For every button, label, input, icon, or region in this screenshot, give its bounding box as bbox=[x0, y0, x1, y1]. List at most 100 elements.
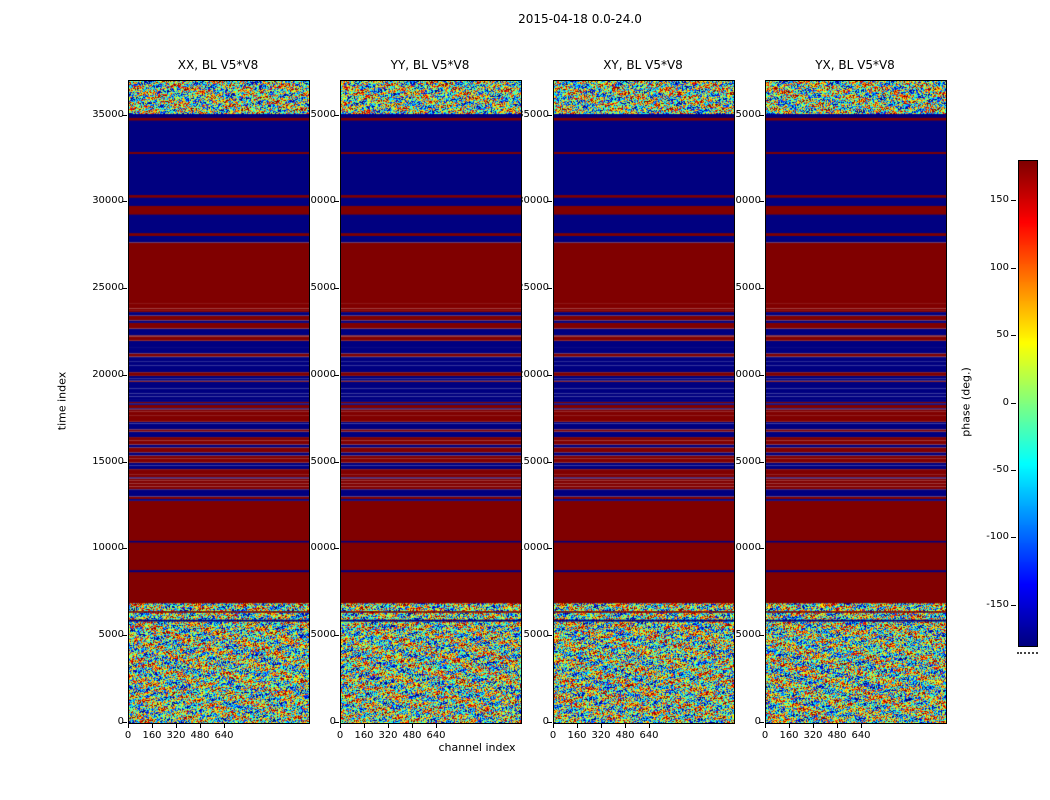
x-tick-mark bbox=[577, 724, 578, 728]
y-tick-label: 5000 bbox=[310, 629, 336, 641]
y-tick-label: 25000 bbox=[304, 282, 336, 294]
y-tick-label: 25000 bbox=[517, 282, 549, 294]
x-tick-label: 160 bbox=[354, 730, 374, 741]
colorbar-tick-mark bbox=[1011, 335, 1016, 337]
heatmap-canvas-xy bbox=[554, 81, 734, 723]
y-tick-mark bbox=[334, 201, 339, 203]
x-tick-mark bbox=[861, 724, 862, 728]
colorbar-tick-label: 50 bbox=[996, 329, 1009, 341]
y-tick-mark bbox=[122, 288, 127, 290]
x-tick-label: 640 bbox=[426, 730, 446, 741]
y-tick-label: 30000 bbox=[92, 195, 124, 207]
y-tick-mark bbox=[759, 461, 764, 463]
y-tick-label: 20000 bbox=[92, 368, 124, 380]
y-tick-label: 5000 bbox=[735, 629, 761, 641]
y-tick-mark bbox=[122, 374, 127, 376]
y-tick-mark bbox=[122, 548, 127, 550]
y-tick-label: 15000 bbox=[92, 455, 124, 467]
x-tick-mark bbox=[436, 724, 437, 728]
y-tick-label: 5000 bbox=[98, 629, 124, 641]
heatmap-canvas-yx bbox=[766, 81, 946, 723]
y-tick-mark bbox=[759, 548, 764, 550]
x-tick-mark bbox=[200, 724, 201, 728]
y-tick-mark bbox=[759, 374, 764, 376]
y-tick-label: 30000 bbox=[729, 195, 761, 207]
x-tick-label: 0 bbox=[549, 730, 557, 741]
panel-title-yy: YY, BL V5*V8 bbox=[390, 58, 470, 72]
y-tick-mark bbox=[759, 288, 764, 290]
y-axis-label: time index bbox=[55, 371, 69, 431]
colorbar-tick-label: 150 bbox=[989, 194, 1009, 206]
y-tick-mark bbox=[334, 114, 339, 116]
heatmap-panel-xy bbox=[553, 80, 735, 724]
y-tick-mark bbox=[547, 374, 552, 376]
x-tick-mark bbox=[625, 724, 626, 728]
x-tick-label: 320 bbox=[378, 730, 398, 741]
x-tick-mark bbox=[837, 724, 838, 728]
y-tick-mark bbox=[334, 288, 339, 290]
y-tick-mark bbox=[122, 114, 127, 116]
colorbar-tick-label: 0 bbox=[1002, 396, 1009, 408]
y-tick-label: 35000 bbox=[729, 108, 761, 120]
y-tick-label: 0 bbox=[117, 716, 124, 727]
y-tick-label: 35000 bbox=[304, 108, 336, 120]
figure-title: 2015-04-18 0.0-24.0 bbox=[518, 12, 642, 26]
colorbar-tick-mark bbox=[1011, 469, 1016, 471]
x-tick-label: 640 bbox=[639, 730, 659, 741]
x-tick-label: 640 bbox=[851, 730, 871, 741]
y-tick-mark bbox=[122, 461, 127, 463]
colorbar-tick-label: -100 bbox=[986, 531, 1009, 543]
x-tick-mark bbox=[340, 724, 341, 728]
colorbar-tick-mark bbox=[1011, 537, 1016, 539]
y-tick-mark bbox=[547, 201, 552, 203]
y-tick-mark bbox=[334, 548, 339, 550]
colorbar-gradient-canvas bbox=[1019, 161, 1037, 646]
x-tick-label: 480 bbox=[615, 730, 635, 741]
y-tick-label: 35000 bbox=[92, 108, 124, 120]
colorbar-dotted-edge bbox=[1017, 652, 1038, 654]
y-tick-label: 15000 bbox=[304, 455, 336, 467]
y-tick-label: 10000 bbox=[729, 542, 761, 554]
colorbar-tick-mark bbox=[1011, 604, 1016, 606]
heatmap-panel-xx bbox=[128, 80, 310, 724]
y-tick-mark bbox=[759, 114, 764, 116]
heatmap-panel-yy bbox=[340, 80, 522, 724]
x-tick-label: 480 bbox=[827, 730, 847, 741]
y-tick-mark bbox=[334, 374, 339, 376]
x-tick-mark bbox=[553, 724, 554, 728]
x-tick-mark bbox=[224, 724, 225, 728]
x-tick-label: 160 bbox=[779, 730, 799, 741]
x-axis-label: channel index bbox=[438, 741, 516, 754]
x-tick-mark bbox=[813, 724, 814, 728]
y-tick-label: 10000 bbox=[92, 542, 124, 554]
colorbar-tick-mark bbox=[1011, 200, 1016, 202]
y-tick-label: 15000 bbox=[517, 455, 549, 467]
colorbar-tick-label: 100 bbox=[989, 261, 1009, 273]
colorbar-tick-label: -150 bbox=[986, 598, 1009, 610]
y-tick-label: 0 bbox=[329, 716, 336, 727]
panel-title-xx: XX, BL V5*V8 bbox=[177, 58, 259, 72]
x-tick-label: 480 bbox=[402, 730, 422, 741]
y-tick-mark bbox=[547, 461, 552, 463]
y-tick-label: 30000 bbox=[304, 195, 336, 207]
y-tick-mark bbox=[759, 722, 764, 723]
x-tick-mark bbox=[789, 724, 790, 728]
x-tick-label: 0 bbox=[124, 730, 132, 741]
y-tick-label: 10000 bbox=[517, 542, 549, 554]
heatmap-canvas-xx bbox=[129, 81, 309, 723]
x-tick-label: 0 bbox=[761, 730, 769, 741]
y-tick-mark bbox=[547, 114, 552, 116]
x-tick-mark bbox=[152, 724, 153, 728]
x-tick-mark bbox=[412, 724, 413, 728]
y-tick-label: 20000 bbox=[729, 368, 761, 380]
y-tick-mark bbox=[122, 722, 127, 723]
heatmap-panel-yx bbox=[765, 80, 947, 724]
y-tick-mark bbox=[547, 548, 552, 550]
y-tick-mark bbox=[547, 635, 552, 637]
y-tick-label: 30000 bbox=[517, 195, 549, 207]
x-tick-label: 320 bbox=[591, 730, 611, 741]
y-tick-label: 35000 bbox=[517, 108, 549, 120]
y-tick-mark bbox=[759, 201, 764, 203]
x-tick-mark bbox=[765, 724, 766, 728]
